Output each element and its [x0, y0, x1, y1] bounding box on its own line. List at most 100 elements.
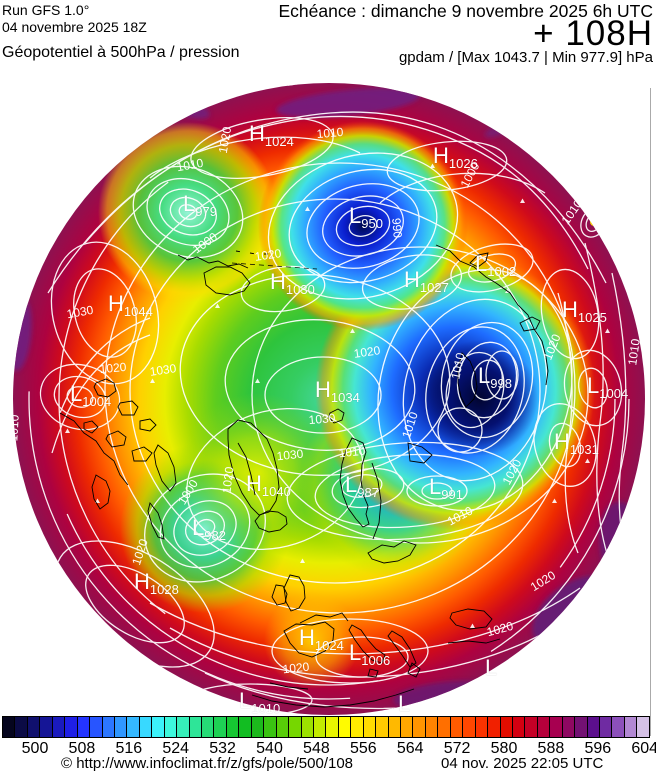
- coastlines: [59, 244, 549, 708]
- colorbar-segment: [438, 717, 451, 737]
- isobar-value-label: 1030: [308, 410, 336, 428]
- small-intense-low: [590, 218, 598, 226]
- isobar-value-label: 1030: [275, 446, 305, 464]
- isobar-value-label: 1010: [337, 443, 367, 461]
- colorbar-tick: 516: [115, 740, 143, 757]
- isobar-value-label: 1020: [281, 659, 311, 677]
- colorbar-segment: [139, 717, 153, 737]
- isobar-value-label: 1010: [316, 124, 344, 142]
- colorbar-segment: [214, 717, 227, 737]
- colorbar-segment: [575, 717, 588, 737]
- polar-map-svg: [13, 83, 645, 715]
- generation-datetime: 04 nov. 2025 22:05 UTC: [441, 755, 604, 772]
- run-date-label: 04 novembre 2025 18Z: [2, 19, 147, 35]
- isobar-value-label: 990: [389, 217, 405, 239]
- colorbar-segment: [512, 717, 526, 737]
- colorbar-tick: 524: [162, 740, 190, 757]
- forecast-hour-label: + 108H: [533, 14, 653, 53]
- colorbar-segment: [376, 717, 389, 737]
- pressure-center-label: H1024: [299, 625, 344, 654]
- pressure-center-label: H1031: [554, 429, 599, 458]
- pressure-center-label: H1024: [249, 121, 294, 150]
- colorbar-segment: [351, 717, 364, 737]
- colorbar-segment: [152, 717, 165, 737]
- pressure-center-label: L991: [429, 474, 463, 503]
- colorbar-tick: 572: [443, 740, 471, 757]
- colorbar-segment: [500, 717, 513, 737]
- colorbar-segment: [413, 717, 426, 737]
- colorbar-segment: [114, 717, 128, 737]
- colorbar-segment: [537, 717, 551, 737]
- colorbar-segment: [425, 717, 439, 737]
- pressure-center-label: L1004: [70, 381, 112, 410]
- colorbar-segment: [177, 717, 190, 737]
- pressure-center-label: L987: [345, 472, 379, 501]
- colorbar-segment: [264, 717, 277, 737]
- colorbar-segment: [226, 717, 240, 737]
- polar-stereographic-map: H1024 H1026 L979 L950 L1002 H1030 H1027 H1044 H1…: [0, 83, 656, 716]
- colorbar-segment: [301, 717, 314, 737]
- colorbar-segment: [550, 717, 563, 737]
- pressure-center-label: L998: [478, 363, 512, 392]
- units-minmax-label: gpdam / [Max 1043.7 | Min 977.9] hPa: [398, 49, 653, 66]
- colorbar-segment: [164, 717, 178, 737]
- plot-border-line: [650, 88, 651, 736]
- valid-time-label: Echéance : dimanche 9 novembre 2025 6h U…: [278, 1, 653, 21]
- colorbar-segment: [289, 717, 302, 737]
- colorbar-segment: [77, 717, 91, 737]
- isobar-value-label: 1020: [99, 359, 127, 377]
- colorbar-segment: [3, 717, 16, 737]
- pressure-center-label: L1004: [587, 373, 629, 402]
- colorbar-segment: [637, 717, 649, 737]
- colorbar-tick: 556: [349, 740, 377, 757]
- colorbar-segment: [488, 717, 501, 737]
- geopotential-colorbar: [2, 716, 650, 738]
- colorbar-segment: [65, 717, 78, 737]
- colorbar-segment: [90, 717, 103, 737]
- colorbar-segment: [102, 717, 115, 737]
- colorbar-segment: [239, 717, 252, 737]
- pressure-center-label: L1006: [349, 640, 391, 669]
- pressure-center-label: L950: [349, 203, 383, 232]
- colorbar-tick: 564: [396, 740, 424, 757]
- colorbar-segment: [525, 717, 538, 737]
- pressure-center-label: H1028: [134, 569, 179, 598]
- pressure-center-label: L: [485, 655, 498, 680]
- pressure-center-label: L: [398, 691, 411, 716]
- pressure-center-label: H1026: [433, 143, 478, 172]
- colorbar-segment: [450, 717, 464, 737]
- colorbar-segment: [463, 717, 476, 737]
- colorbar-segment: [612, 717, 625, 737]
- isobar-value-label: 1010: [6, 414, 22, 442]
- colorbar-segment: [587, 717, 600, 737]
- colorbar-segment: [202, 717, 215, 737]
- field-title: Géopotentiel à 500hPa / pression: [2, 44, 240, 61]
- colorbar-tick: 508: [68, 740, 96, 757]
- colorbar-segment: [40, 717, 53, 737]
- colorbar-tick: 588: [537, 740, 565, 757]
- colorbar-tick: 596: [584, 740, 612, 757]
- colorbar-tick: 532: [209, 740, 236, 757]
- colorbar-segment: [52, 717, 66, 737]
- pressure-center-label: H1030: [270, 269, 315, 298]
- pressure-center-label: H1027: [404, 267, 449, 296]
- pressure-center-label: H1040: [246, 471, 291, 500]
- pressure-center-label: L982: [192, 515, 226, 544]
- colorbar-segment: [276, 717, 290, 737]
- pressure-center-label: L1002: [475, 251, 517, 280]
- pressure-center-label: H1034: [315, 377, 360, 406]
- pressure-center-label: H1044: [108, 291, 153, 320]
- pressure-center-label: H1025: [562, 297, 607, 326]
- model-run-label: Run GFS 1.0°: [2, 2, 90, 18]
- colorbar-segment: [600, 717, 613, 737]
- colorbar-segment: [475, 717, 489, 737]
- colorbar-segment: [313, 717, 327, 737]
- colorbar-segment: [326, 717, 339, 737]
- copyright-url: © http://www.infoclimat.fr/z/gfs/pole/50…: [61, 755, 354, 772]
- pressure-center-label: L979: [183, 191, 217, 220]
- colorbar-segment: [251, 717, 265, 737]
- colorbar-segment: [624, 717, 638, 737]
- colorbar-segment: [338, 717, 352, 737]
- colorbar-segment: [127, 717, 140, 737]
- colorbar-segment: [363, 717, 377, 737]
